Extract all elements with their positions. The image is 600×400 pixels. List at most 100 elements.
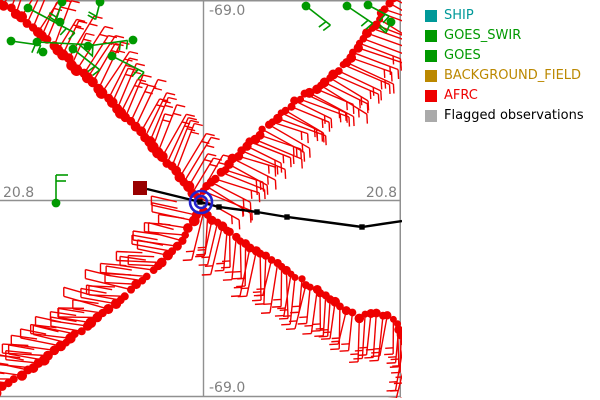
legend-label: AFRC — [444, 88, 478, 103]
barb-line — [310, 289, 318, 334]
track-dot — [197, 199, 203, 205]
barb-line — [168, 96, 177, 101]
obs-dot — [390, 0, 397, 3]
obs-dot — [371, 308, 381, 318]
goes-barb[interactable] — [342, 1, 374, 30]
barb-line — [378, 13, 386, 22]
obs-dot — [354, 313, 365, 324]
goes-barb[interactable] — [378, 17, 396, 34]
barb-line — [384, 8, 402, 16]
plot-canvas[interactable]: -69.0 -69.0 20.8 20.8 — [0, 0, 402, 398]
barb-line — [305, 5, 331, 26]
afrc-band-sw[interactable] — [0, 195, 201, 398]
barb-line — [388, 356, 397, 358]
goes-barb[interactable] — [128, 35, 138, 45]
barb-line — [5, 358, 39, 364]
barb-line — [263, 189, 266, 200]
barb-line — [35, 324, 75, 335]
barb-line — [386, 362, 396, 364]
obs-dot — [334, 67, 343, 75]
goes-barb[interactable] — [363, 0, 390, 24]
goes-barb[interactable] — [55, 17, 65, 27]
barb-line — [166, 117, 189, 164]
barb-line — [321, 119, 324, 128]
barb-line — [198, 263, 208, 266]
goes-barb[interactable] — [87, 0, 105, 21]
barb-line — [8, 353, 45, 361]
barb-line — [0, 354, 21, 359]
barb-line — [36, 44, 42, 54]
barb-line — [128, 263, 159, 267]
barb-line — [378, 26, 387, 34]
goes-barb[interactable] — [301, 1, 331, 32]
barb-line — [50, 320, 88, 327]
plot-area[interactable]: -69.0 -69.0 20.8 20.8 — [0, 0, 402, 398]
barb-line — [354, 349, 363, 352]
barb-line — [231, 236, 237, 280]
barb-line — [263, 255, 267, 304]
barb-line — [104, 281, 137, 285]
barb-line — [63, 286, 89, 296]
barb-line — [369, 359, 379, 362]
barb-line — [175, 123, 195, 172]
barb-line — [80, 287, 107, 294]
afrc-band-ne[interactable] — [194, 0, 402, 230]
barb-line — [380, 90, 383, 101]
barb-line — [72, 308, 103, 314]
goes-barb[interactable] — [51, 174, 68, 208]
barb-line — [274, 167, 277, 177]
barb-line — [339, 349, 349, 352]
barb-line — [329, 301, 336, 339]
obs-dot — [128, 35, 138, 45]
obs-dot — [120, 292, 129, 301]
barb-line — [318, 335, 328, 338]
barb-line — [277, 307, 286, 310]
obs-dot — [383, 311, 392, 320]
platform-track[interactable] — [146, 187, 402, 230]
barb-line — [393, 382, 402, 385]
goes-barb[interactable] — [68, 44, 101, 76]
selected-observation-marker[interactable] — [188, 189, 214, 215]
obs-dot — [400, 338, 402, 346]
obs-dot — [273, 113, 283, 124]
goes-barb[interactable] — [23, 3, 76, 41]
barb-line — [250, 190, 253, 199]
barb-line — [116, 250, 143, 254]
obs-dot — [43, 350, 53, 361]
goes-windbarbs[interactable] — [6, 0, 396, 208]
barb-line — [249, 213, 252, 223]
barb-line — [186, 113, 195, 117]
barb-line — [157, 78, 167, 83]
barb-line — [73, 24, 82, 28]
barb-line — [320, 328, 329, 331]
barb-line — [365, 313, 372, 355]
selection-circle-outer — [188, 189, 214, 215]
track-start-marker[interactable] — [133, 181, 147, 195]
barb-line — [252, 291, 261, 294]
afrc-band-nw[interactable] — [0, 0, 232, 202]
goes-barb[interactable] — [38, 47, 48, 57]
goes-barb[interactable] — [83, 39, 129, 51]
barb-line — [330, 118, 333, 129]
barb-line — [131, 243, 173, 252]
goes-barb[interactable] — [47, 0, 67, 22]
afrc-band-se[interactable] — [182, 206, 402, 398]
barb-line — [394, 0, 402, 4]
barb-line — [50, 311, 77, 317]
obs-dot — [187, 188, 197, 198]
barb-line — [153, 87, 163, 91]
barb-line — [104, 25, 114, 30]
barb-line — [119, 264, 154, 271]
barb-line — [87, 65, 96, 73]
obs-dot — [16, 370, 28, 381]
barb-line — [195, 255, 205, 258]
barb-line — [367, 100, 370, 111]
barb-line — [263, 303, 272, 306]
obs-dot — [23, 3, 33, 13]
selection-circle-inner — [193, 194, 209, 210]
barb-line — [357, 354, 367, 357]
goes-barb[interactable] — [107, 51, 145, 80]
barb-line — [58, 307, 85, 314]
obs-dot — [70, 64, 83, 76]
obs-dot — [371, 20, 381, 30]
